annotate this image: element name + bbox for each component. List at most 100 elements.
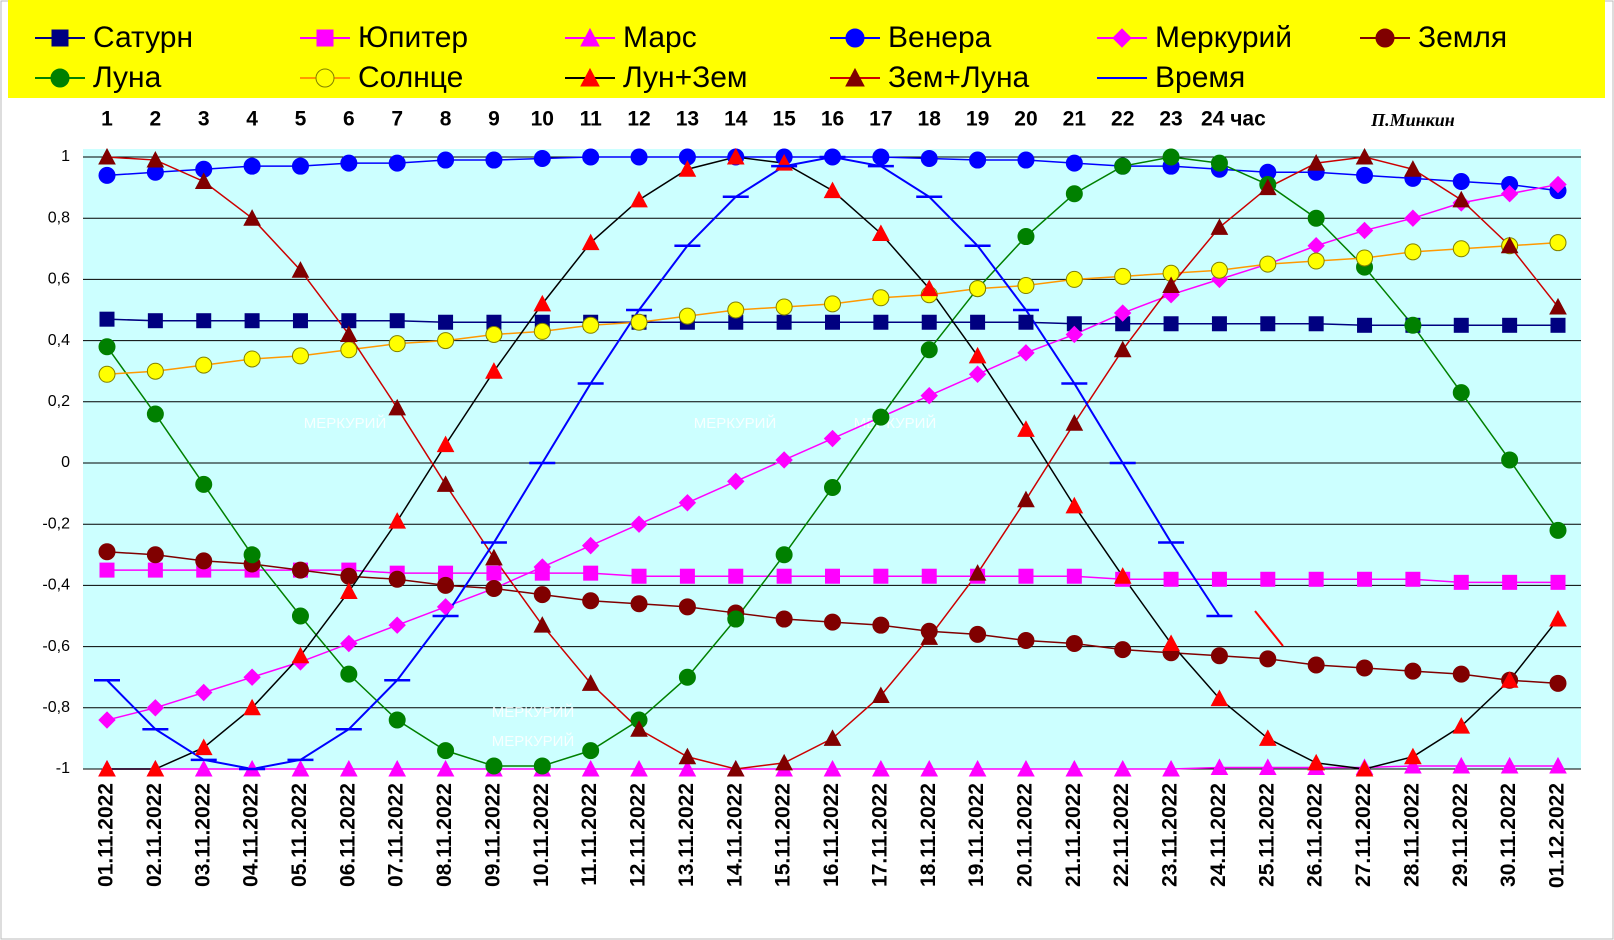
hour-label: 12: [627, 108, 650, 131]
y-tick-label: 0,2: [48, 393, 70, 410]
data-point: [533, 586, 551, 604]
data-point: [1307, 209, 1325, 227]
data-point: [1210, 758, 1229, 775]
x-tick-label: 01.11.2022: [95, 783, 118, 887]
data-point: [1211, 571, 1227, 587]
legend-marker: [1112, 28, 1132, 48]
y-tick-label: -1: [56, 760, 70, 777]
data-point: [291, 759, 310, 777]
data-point: [340, 665, 358, 683]
data-point: [437, 332, 455, 350]
data-point: [1258, 729, 1277, 746]
data-point: [1162, 148, 1180, 166]
data-point: [340, 634, 358, 653]
data-point: [1357, 571, 1373, 587]
data-point: [1065, 270, 1083, 288]
data-point: [726, 147, 745, 165]
data-point: [195, 356, 213, 374]
data-point: [678, 160, 697, 177]
data-point: [340, 341, 358, 359]
data-point: [1308, 571, 1324, 587]
x-tick-label: 05.11.2022: [288, 783, 311, 887]
hour-label: 18: [918, 108, 942, 131]
hour-label: 6: [343, 108, 355, 131]
legend-marker: [50, 68, 70, 88]
legend-label: Сатурн: [93, 21, 193, 54]
hour-label: 20: [1014, 108, 1037, 131]
data-point: [196, 313, 212, 329]
x-tick-label: 04.11.2022: [240, 783, 263, 887]
x-tick-label: 21.11.2022: [1062, 783, 1085, 887]
data-point: [1355, 221, 1374, 240]
data-point: [99, 562, 115, 578]
legend-label: Юпитер: [358, 21, 468, 54]
data-point: [920, 279, 939, 297]
data-point: [970, 314, 986, 330]
x-tick-label: 25.11.2022: [1255, 783, 1278, 887]
data-point: [1452, 756, 1471, 774]
data-point: [824, 295, 841, 313]
data-point: [1307, 252, 1325, 270]
data-point: [1356, 249, 1374, 267]
data-point: [969, 625, 987, 643]
data-point: [533, 322, 551, 340]
x-tick-label: 06.11.2022: [336, 783, 359, 887]
data-point: [728, 568, 744, 584]
data-point: [630, 515, 648, 533]
data-point: [1501, 451, 1519, 469]
data-point: [1162, 276, 1180, 294]
data-point: [1113, 759, 1132, 777]
data-point: [1453, 317, 1469, 333]
data-point: [1308, 316, 1324, 332]
data-point: [1017, 631, 1035, 649]
data-point: [98, 759, 116, 777]
data-point: [340, 325, 358, 342]
data-point: [1018, 568, 1034, 584]
data-point: [533, 757, 551, 775]
data-point: [968, 564, 987, 581]
data-point: [678, 307, 696, 325]
hour-label: 24 час: [1201, 108, 1266, 131]
data-point: [968, 346, 987, 364]
data-point: [775, 298, 793, 316]
x-tick-label: 24.11.2022: [1207, 783, 1230, 887]
x-tick-label: 22.11.2022: [1110, 783, 1133, 887]
data-point: [678, 494, 697, 512]
data-point: [968, 365, 987, 383]
data-point: [776, 568, 792, 584]
x-tick-label: 02.11.2022: [143, 783, 166, 887]
data-point: [631, 568, 647, 584]
data-point: [1211, 316, 1227, 332]
data-point: [1405, 571, 1421, 587]
data-point: [823, 759, 842, 777]
data-point: [775, 546, 793, 564]
data-point: [485, 548, 503, 566]
data-point: [1065, 496, 1084, 514]
data-point: [968, 759, 987, 777]
data-point: [920, 386, 938, 405]
y-tick-label: -0,2: [42, 515, 70, 532]
data-point: [775, 451, 793, 469]
hour-label: 14: [724, 108, 748, 131]
red-stroke: [1254, 610, 1284, 647]
data-point: [630, 595, 648, 613]
x-tick-label: 09.11.2022: [481, 783, 504, 887]
data-point: [436, 759, 455, 777]
x-tick-label: 11.11.2022: [578, 783, 601, 886]
data-point: [98, 365, 116, 383]
data-point: [194, 172, 213, 189]
legend-marker: [1375, 28, 1395, 48]
x-tick-label: 29.11.2022: [1449, 783, 1472, 887]
data-point: [582, 148, 600, 166]
x-tick-label: 27.11.2022: [1352, 783, 1375, 887]
hour-label: 5: [295, 108, 307, 131]
data-point: [486, 565, 502, 581]
data-point: [1017, 420, 1035, 437]
data-point: [243, 157, 261, 175]
annotation: МЕРКУРИЙ: [304, 414, 387, 432]
data-point: [147, 562, 163, 578]
data-point: [146, 362, 164, 380]
data-point: [921, 314, 937, 330]
data-point: [388, 154, 406, 172]
data-point: [146, 546, 164, 564]
